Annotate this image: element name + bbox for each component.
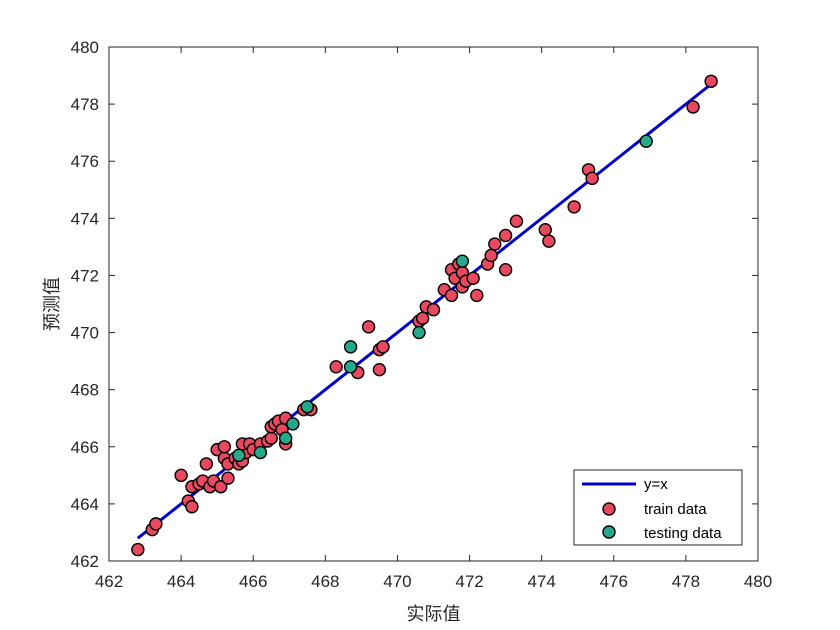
testing-data-point [343,360,358,374]
train-data-point [199,457,214,471]
train-data-point [214,480,228,494]
train-data-point [221,471,235,485]
legend-testing-marker [602,525,616,539]
train-data-point [361,320,376,334]
x-tick-label: 478 [672,572,700,591]
testing-data-point [278,431,293,445]
train-data-point [426,303,441,317]
legend-label-train: train data [644,501,707,518]
testing-data-point [286,417,300,431]
train-data-point [329,360,343,374]
y-tick-label: 474 [71,209,99,228]
testing-data-point [343,340,358,354]
y-tick-label: 464 [71,495,99,514]
train-data-point [498,228,513,243]
train-data-point [509,214,524,228]
testing-data-point [455,254,470,268]
train-data-point [488,237,502,251]
train-data-point [567,200,581,214]
testing-data-point [232,448,246,463]
testing-data-point [300,400,315,414]
train-data-point [372,362,387,377]
x-tick-label: 476 [600,572,628,591]
x-tick-label: 472 [455,572,483,591]
train-data-point [444,288,459,303]
train-data-point [538,223,552,237]
y-tick-label: 462 [71,552,99,571]
train-data-point [498,263,513,277]
train-data-point [217,440,232,454]
train-data-point [264,431,278,445]
x-axis-title: 实际值 [407,604,461,625]
y-axis-ticks: 462 464 466 468 470 472 474 476 478 480 [71,38,758,571]
y-tick-label: 476 [71,152,99,171]
legend-label-line: y=x [644,476,668,493]
y-tick-label: 478 [71,95,99,114]
x-tick-label: 466 [239,572,267,591]
x-tick-label: 474 [527,572,555,591]
series-layer [131,74,718,557]
axes-box [108,46,759,562]
train-data-point [376,340,390,354]
train-data-point [542,234,556,248]
legend: y=x train data testing data [573,469,743,546]
train-data-point [149,517,163,531]
train-data-point [131,542,145,557]
train-data-point [185,500,199,514]
y-tick-label: 480 [71,38,99,57]
testing-data-point [412,325,426,340]
y-tick-label: 472 [71,266,99,285]
legend-label-testing: testing data [644,525,722,542]
train-data-point [686,100,700,114]
x-tick-label: 464 [167,572,195,591]
y-tick-label: 468 [71,381,99,400]
train-data-point [174,468,188,483]
x-tick-label: 462 [95,572,123,591]
train-data-point [704,74,718,88]
x-tick-label: 480 [744,572,772,591]
legend-train-marker [602,502,616,516]
train-data-point [585,171,599,186]
train-data-point [415,311,430,325]
testing-data-point [253,445,268,460]
x-tick-label: 470 [383,572,411,591]
train-data-point [470,288,484,303]
train-data-point [466,271,480,285]
train-data-point [484,248,498,263]
y-tick-label: 470 [71,324,99,343]
x-axis-ticks: 462 464 466 468 470 472 474 476 478 480 [95,47,772,591]
x-tick-label: 468 [311,572,339,591]
y-axis-title: 预测值 [42,277,63,331]
testing-data-point [639,134,653,148]
y-tick-label: 466 [71,438,99,457]
